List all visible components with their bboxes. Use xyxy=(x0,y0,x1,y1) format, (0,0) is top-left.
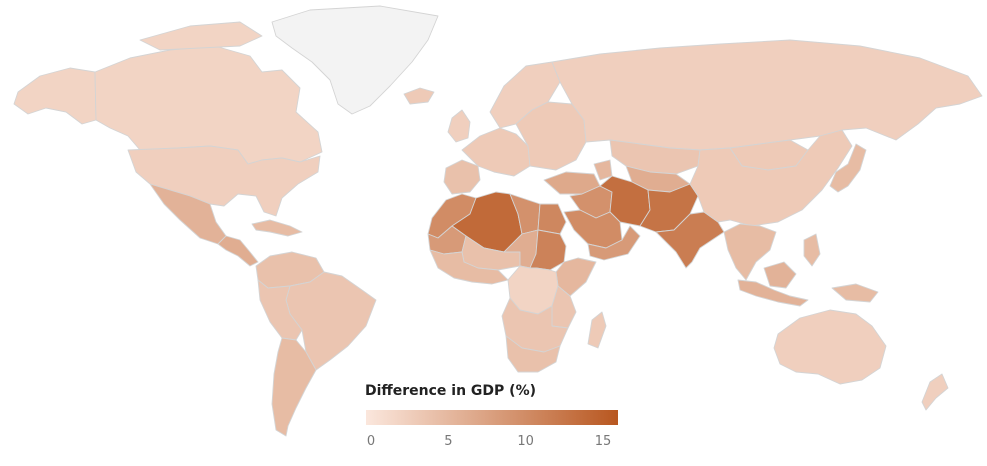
legend-tick-label: 10 xyxy=(517,434,534,449)
region-kazakhstan[interactable] xyxy=(609,139,701,175)
region-yemen-oman[interactable] xyxy=(587,225,641,261)
region-argentina-chile[interactable] xyxy=(271,337,317,437)
region-iceland[interactable] xyxy=(403,87,435,105)
region-new-zealand[interactable] xyxy=(921,373,949,411)
region-central-america[interactable] xyxy=(217,235,259,267)
region-iberia[interactable] xyxy=(443,159,481,195)
region-alaska[interactable] xyxy=(13,67,97,125)
region-madagascar[interactable] xyxy=(587,311,607,349)
region-philippines[interactable] xyxy=(803,233,821,267)
region-southern-africa[interactable] xyxy=(501,297,569,353)
region-australia[interactable] xyxy=(773,309,887,385)
region-egypt[interactable] xyxy=(537,203,567,235)
region-uk[interactable] xyxy=(447,109,471,143)
region-india[interactable] xyxy=(655,211,725,269)
region-russia[interactable] xyxy=(551,39,983,151)
region-scandinavia[interactable] xyxy=(489,61,561,129)
region-china[interactable] xyxy=(689,129,853,227)
legend-tick-label: 0 xyxy=(366,434,376,449)
legend-title: Difference in GDP (%) xyxy=(365,383,537,399)
region-new-guinea[interactable] xyxy=(831,283,879,303)
region-indonesia-borneo[interactable] xyxy=(763,261,797,289)
region-caucasus[interactable] xyxy=(593,159,613,181)
legend-tick-label: 15 xyxy=(594,434,612,449)
region-korea-japan[interactable] xyxy=(829,143,867,193)
region-west-africa[interactable] xyxy=(429,249,509,285)
region-southeast-asia[interactable] xyxy=(723,223,777,281)
region-caribbean[interactable] xyxy=(251,219,303,237)
region-south-africa[interactable] xyxy=(505,335,561,373)
region-indonesia[interactable] xyxy=(737,279,809,307)
region-peru-bolivia[interactable] xyxy=(257,279,303,341)
region-canada-arctic[interactable] xyxy=(139,21,263,51)
legend-color-bar xyxy=(366,410,618,425)
region-saudi-arabia[interactable] xyxy=(563,209,623,249)
legend-tick-label: 5 xyxy=(444,434,453,449)
region-greenland[interactable] xyxy=(271,5,439,115)
